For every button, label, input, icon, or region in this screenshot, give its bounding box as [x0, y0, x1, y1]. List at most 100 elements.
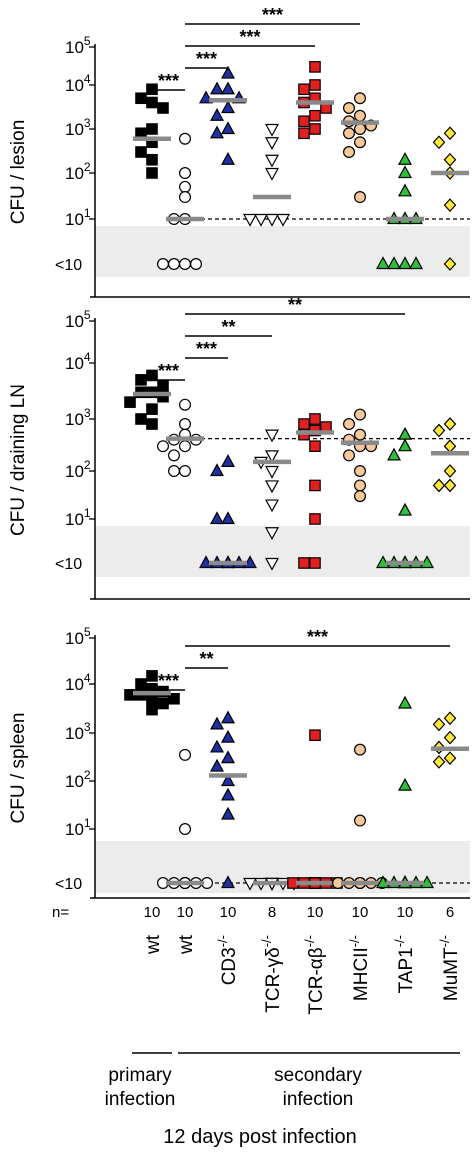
- group-label: MHCII-/-: [347, 935, 372, 1001]
- data-point: [275, 213, 291, 227]
- data-point: [168, 692, 180, 705]
- data-point: [309, 413, 321, 425]
- data-point: [220, 81, 236, 95]
- data-point: [135, 678, 147, 690]
- data-point: [309, 123, 321, 135]
- primary-label-line2: infection: [105, 1089, 176, 1110]
- data-point: [397, 438, 413, 452]
- n-value: 10: [220, 904, 237, 921]
- data-point: [386, 447, 402, 461]
- data-point: [343, 146, 356, 159]
- data-point: [432, 755, 446, 769]
- data-point: [168, 465, 181, 478]
- data-point: [157, 697, 169, 710]
- below-detection-band: [95, 526, 470, 577]
- y-tick-label: 102: [65, 160, 91, 183]
- significance-label: **: [221, 317, 235, 337]
- significance-label: **: [199, 649, 213, 669]
- data-point: [209, 716, 225, 730]
- data-point: [179, 180, 192, 193]
- data-point: [220, 806, 236, 820]
- data-point: [220, 100, 236, 114]
- group-label: MuMT-/-: [437, 935, 462, 1001]
- data-point: [146, 167, 158, 179]
- n-value: 10: [397, 904, 414, 921]
- data-point: [309, 513, 321, 525]
- data-point: [343, 102, 356, 115]
- data-point: [220, 729, 236, 743]
- data-point: [443, 711, 457, 726]
- data-point: [397, 695, 413, 709]
- data-point: [375, 256, 391, 270]
- n-value: 10: [307, 904, 324, 921]
- data-point: [309, 479, 321, 492]
- data-point: [209, 125, 225, 139]
- data-point: [354, 428, 367, 441]
- data-point: [179, 191, 192, 204]
- group-label: wt: [176, 934, 197, 955]
- figure-caption: 12 days post infection: [163, 1126, 356, 1148]
- data-point: [220, 65, 236, 79]
- data-point: [179, 132, 192, 145]
- data-point: [309, 440, 321, 452]
- significance-label: ***: [158, 71, 179, 91]
- significance-label: ***: [239, 27, 260, 47]
- data-point: [146, 703, 158, 716]
- data-point: [309, 79, 321, 91]
- secondary-label-line2: infection: [283, 1089, 354, 1110]
- n-label: n=: [52, 904, 69, 921]
- data-point: [179, 748, 192, 761]
- data-point: [443, 478, 457, 493]
- significance-label: ***: [307, 627, 328, 647]
- y-tick-label: 105: [65, 34, 91, 57]
- data-point: [354, 465, 367, 478]
- data-point: [298, 418, 310, 430]
- data-point: [343, 127, 356, 140]
- data-point: [443, 126, 457, 141]
- data-point: [146, 369, 158, 382]
- data-point: [168, 449, 181, 462]
- data-point: [264, 465, 280, 479]
- data-point: [309, 109, 321, 122]
- data-point: [168, 258, 181, 271]
- significance-label: ***: [196, 339, 217, 359]
- data-point: [264, 480, 280, 494]
- data-point: [432, 478, 446, 493]
- data-point: [397, 426, 413, 440]
- data-point: [354, 479, 367, 492]
- data-point: [190, 258, 203, 271]
- data-point: [179, 418, 192, 431]
- data-point: [264, 137, 280, 150]
- data-point: [264, 167, 280, 181]
- data-point: [242, 213, 258, 227]
- data-point: [135, 413, 147, 425]
- data-point: [298, 83, 310, 96]
- significance-label: ***: [158, 361, 179, 381]
- data-point: [397, 152, 413, 165]
- significance-label: ***: [158, 671, 179, 691]
- group-label: TCR-αβ-/-: [302, 935, 327, 1015]
- data-point: [408, 256, 424, 270]
- data-point: [309, 61, 321, 73]
- y-tick-label: 103: [65, 116, 91, 139]
- n-value: 10: [144, 904, 161, 921]
- n-value: 10: [177, 904, 194, 921]
- y-tick-label: 104: [65, 350, 91, 373]
- data-point: [220, 750, 236, 764]
- data-point: [432, 717, 446, 732]
- data-point: [354, 490, 367, 503]
- data-point: [146, 670, 158, 682]
- data-point: [179, 822, 192, 835]
- data-point: [443, 464, 457, 478]
- y-axis-label: CFU / draining LN: [8, 384, 29, 536]
- data-point: [386, 256, 402, 270]
- data-point: [264, 429, 280, 443]
- group-label: TCR-γδ-/-: [259, 935, 284, 1013]
- data-point: [354, 92, 367, 105]
- y-tick-label: 102: [65, 768, 91, 791]
- data-point: [135, 374, 147, 386]
- data-point: [157, 390, 169, 403]
